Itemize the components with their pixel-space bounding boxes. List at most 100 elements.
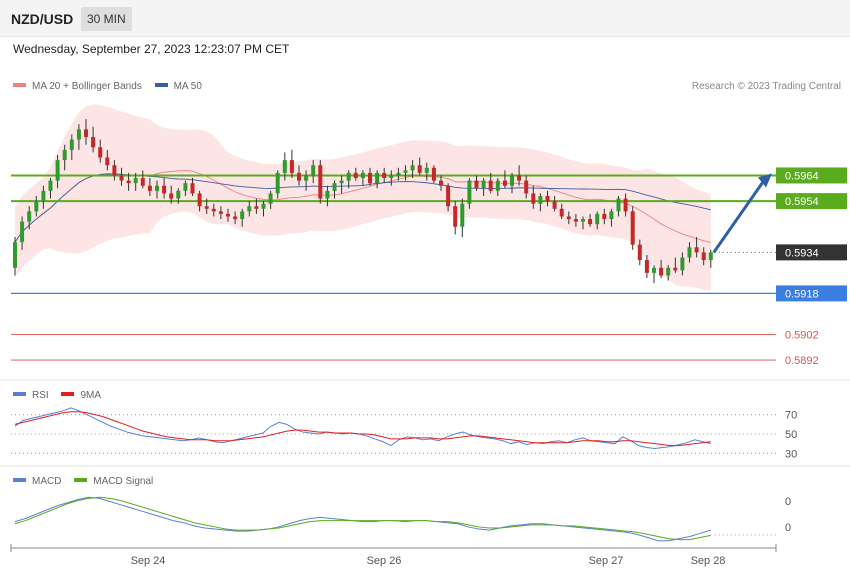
candle-body (282, 160, 287, 173)
legend-rsi-ma: 9MA (61, 390, 101, 401)
trend-arrow-line (712, 179, 766, 254)
candle-body (431, 167, 436, 181)
legend-macd: MACD (13, 476, 61, 487)
timeframe-button[interactable]: 30 MIN (81, 7, 132, 31)
legend-ma50: MA 50 (154, 81, 202, 92)
macd-line (14, 496, 711, 542)
support-label: 0.5918 (785, 288, 819, 300)
rsi-tick-label: 70 (785, 410, 797, 422)
candle-body (162, 185, 167, 194)
candle-body (261, 203, 266, 209)
candle-body (268, 193, 273, 204)
candle-body (659, 267, 664, 276)
candle-body (325, 190, 330, 199)
candle-body (652, 267, 656, 273)
candle-body (197, 193, 202, 207)
candle-body (460, 203, 465, 227)
x-axis-label: Sep 28 (691, 555, 726, 567)
candle-body (140, 178, 145, 186)
candle-body (495, 180, 500, 191)
candle-body (581, 219, 585, 222)
candle-body (240, 211, 245, 220)
candle-body (275, 172, 280, 194)
candle-body (552, 201, 557, 209)
candle-body (311, 165, 316, 176)
candle-body (644, 260, 649, 273)
candle-body (687, 247, 692, 258)
macd-legend: MACD MACD Signal (13, 476, 153, 487)
x-axis-label: Sep 26 (367, 555, 402, 567)
chart-datetime: Wednesday, September 27, 2023 12:23:07 P… (13, 42, 290, 56)
candle-body (453, 206, 458, 227)
support-label: 0.5892 (785, 355, 819, 367)
candle-body (346, 172, 351, 181)
candle-body (339, 180, 344, 184)
candle-body (467, 180, 472, 204)
candle-body (545, 195, 550, 202)
candle-body (531, 193, 536, 204)
candle-body (13, 242, 17, 268)
candle-body (98, 147, 103, 158)
bollinger-band (15, 104, 711, 291)
candle-body (595, 213, 600, 225)
candle-body (119, 175, 124, 181)
candle-body (69, 139, 74, 150)
candle-body (289, 160, 294, 173)
x-axis-label: Sep 27 (589, 555, 624, 567)
credit-text: Research © 2023 Trading Central (691, 81, 841, 92)
current-price-label: 0.5934 (785, 247, 819, 259)
candle-body (566, 216, 571, 220)
candle-body (353, 172, 358, 179)
resistance-label: 0.5954 (785, 196, 819, 208)
candle-body (538, 195, 543, 204)
rsi-tick-label: 30 (785, 448, 797, 460)
candle-body (204, 206, 209, 209)
candle-body (368, 172, 372, 184)
candle-body (701, 252, 706, 261)
candle-body (332, 183, 337, 191)
candle-body (396, 172, 401, 176)
macd-signal-line (14, 496, 711, 541)
candle-body (76, 129, 81, 140)
candle-body (573, 219, 578, 222)
candle-body (510, 175, 514, 186)
candle-body (176, 190, 181, 199)
candle-body (297, 172, 301, 181)
candle-body (247, 206, 252, 212)
candle-body (488, 180, 493, 191)
candle-body (403, 170, 408, 173)
legend-rsi: RSI (13, 390, 49, 401)
candle-body (616, 198, 621, 212)
candle-body (147, 185, 152, 191)
candle-body (694, 247, 699, 253)
candle-body (183, 183, 188, 191)
candle-body (190, 183, 195, 194)
candle-body (637, 244, 642, 261)
candle-body (389, 175, 394, 179)
candle-body (708, 252, 713, 261)
x-axis-label: Sep 24 (131, 555, 166, 567)
resistance-label-bg (776, 193, 847, 210)
main-legend: MA 20 + Bollinger Bands MA 50 (13, 81, 202, 92)
candle-body (680, 257, 685, 271)
rsi-tick-label: 50 (785, 429, 797, 441)
rsi-line (14, 407, 711, 450)
legend-macd-signal: MACD Signal (74, 476, 153, 487)
resistance-label: 0.5964 (785, 170, 819, 182)
support-label: 0.5902 (785, 329, 819, 341)
candle-body (502, 180, 507, 186)
candle-body (439, 180, 443, 186)
candle-body (91, 137, 96, 148)
candle-body (382, 172, 387, 179)
candle-body (666, 267, 671, 276)
candle-body (84, 129, 88, 138)
trend-arrow-head (758, 173, 772, 188)
candle-body (34, 201, 39, 212)
candle-body (169, 193, 174, 199)
candle-body (254, 206, 259, 209)
legend-ma20: MA 20 + Bollinger Bands (13, 81, 142, 92)
candle-body (474, 180, 479, 189)
candle-body (126, 180, 131, 184)
candle-body (559, 208, 564, 217)
